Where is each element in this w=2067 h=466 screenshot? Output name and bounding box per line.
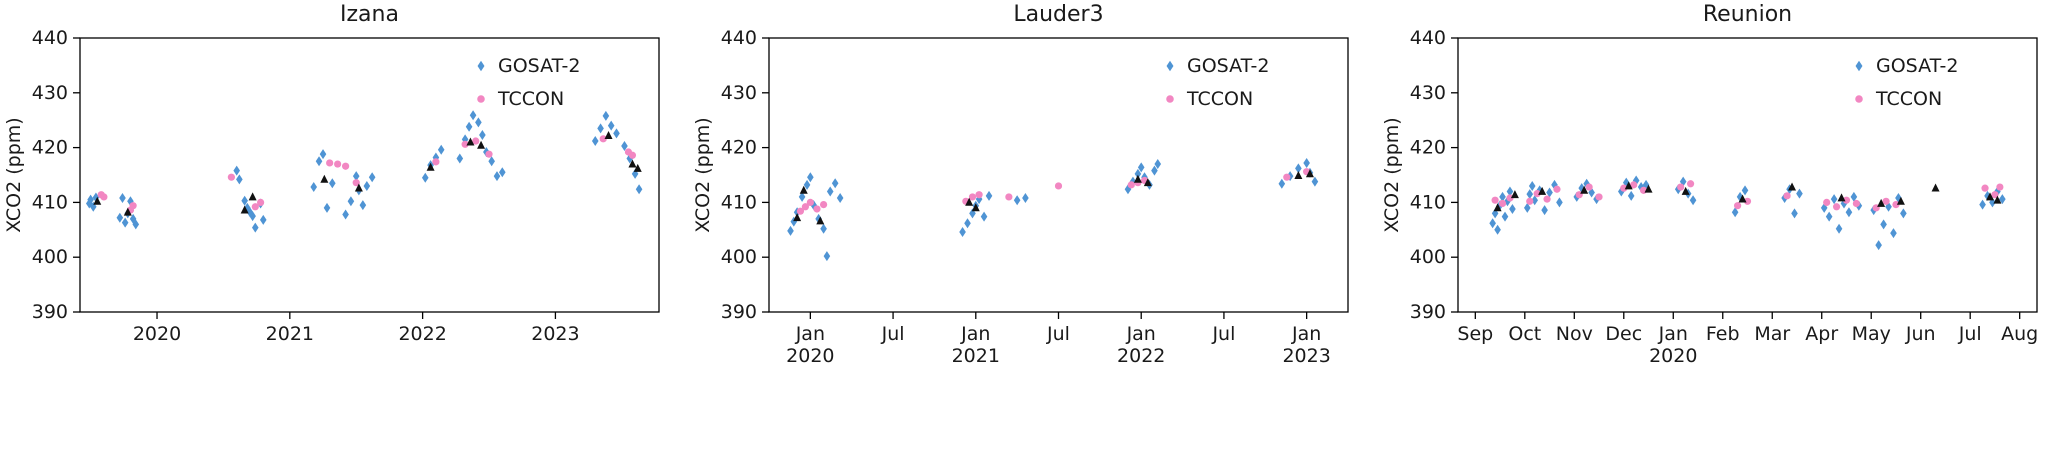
svg-text:440: 440 xyxy=(32,30,68,49)
svg-text:430: 430 xyxy=(721,82,757,104)
svg-text:2021: 2021 xyxy=(266,323,314,345)
svg-text:TCCON: TCCON xyxy=(497,88,564,110)
svg-text:Jan: Jan xyxy=(960,323,990,345)
svg-text:GOSAT-2: GOSAT-2 xyxy=(498,55,580,77)
svg-text:Dec: Dec xyxy=(1605,323,1642,345)
svg-text:2021: 2021 xyxy=(952,345,1000,367)
svg-text:Jul: Jul xyxy=(881,323,905,345)
svg-text:410: 410 xyxy=(32,191,68,213)
svg-text:420: 420 xyxy=(721,137,757,159)
svg-text:Mar: Mar xyxy=(1754,323,1790,345)
svg-text:Jan: Jan xyxy=(795,323,825,345)
svg-text:2020: 2020 xyxy=(786,345,834,367)
svg-text:Jan: Jan xyxy=(1126,323,1156,345)
svg-text:430: 430 xyxy=(1410,82,1446,104)
svg-text:390: 390 xyxy=(32,301,68,323)
svg-text:2020: 2020 xyxy=(133,323,181,345)
svg-text:GOSAT-2: GOSAT-2 xyxy=(1876,55,1958,77)
svg-text:Jul: Jul xyxy=(1211,323,1235,345)
svg-text:440: 440 xyxy=(1410,30,1446,49)
svg-text:390: 390 xyxy=(721,301,757,323)
svg-text:XCO2 (ppm): XCO2 (ppm) xyxy=(3,117,25,232)
chart-title-izana: Izana xyxy=(340,2,399,27)
svg-text:Jul: Jul xyxy=(1958,323,1982,345)
svg-text:2023: 2023 xyxy=(1282,345,1330,367)
svg-text:420: 420 xyxy=(1410,137,1446,159)
chart-title-reunion: Reunion xyxy=(1702,2,1793,27)
svg-text:2022: 2022 xyxy=(398,323,446,345)
svg-text:XCO2 (ppm): XCO2 (ppm) xyxy=(1381,117,1403,232)
svg-text:410: 410 xyxy=(721,191,757,213)
svg-text:Jan: Jan xyxy=(1658,323,1688,345)
chart-canvas-izana: 390 400 410 420 430 440 2020 2021 2022 2023 XCO2 (… xyxy=(3,30,660,345)
svg-text:Sep: Sep xyxy=(1457,323,1493,345)
svg-text:390: 390 xyxy=(1410,301,1446,323)
chart-panel-reunion: Reunion 390 400 410 420 430 440 Sep Oct Nov Dec Ja… xyxy=(1378,0,2067,466)
svg-text:2020: 2020 xyxy=(1649,345,1697,367)
svg-text:2023: 2023 xyxy=(531,323,579,345)
chart-panel-izana: Izana 390 400 410 420 430 440 2020 2021 2022 2023… xyxy=(0,0,689,466)
svg-text:400: 400 xyxy=(32,246,68,268)
svg-text:XCO2 (ppm): XCO2 (ppm) xyxy=(692,117,714,232)
svg-text:TCCON: TCCON xyxy=(1186,88,1253,110)
svg-text:430: 430 xyxy=(32,82,68,104)
svg-text:Oct: Oct xyxy=(1508,323,1541,345)
svg-text:400: 400 xyxy=(1410,246,1446,268)
svg-text:Feb: Feb xyxy=(1706,323,1740,345)
svg-text:2022: 2022 xyxy=(1117,345,1165,367)
svg-text:GOSAT-2: GOSAT-2 xyxy=(1187,55,1269,77)
svg-text:TCCON: TCCON xyxy=(1875,88,1942,110)
svg-text:420: 420 xyxy=(32,137,68,159)
svg-text:May: May xyxy=(1852,323,1891,345)
svg-text:400: 400 xyxy=(721,246,757,268)
chart-panel-lauder3: Lauder3 390 400 410 420 430 440 Jan 2020 Jul Jan 2… xyxy=(689,0,1378,466)
svg-text:Jul: Jul xyxy=(1046,323,1070,345)
svg-text:410: 410 xyxy=(1410,191,1446,213)
chart-title-lauder3: Lauder3 xyxy=(1013,2,1104,27)
svg-text:Jun: Jun xyxy=(1905,323,1936,345)
svg-text:Nov: Nov xyxy=(1556,323,1593,345)
svg-text:Jan: Jan xyxy=(1291,323,1321,345)
svg-text:Aug: Aug xyxy=(2001,323,2038,345)
svg-text:440: 440 xyxy=(721,30,757,49)
svg-text:Apr: Apr xyxy=(1805,323,1838,345)
